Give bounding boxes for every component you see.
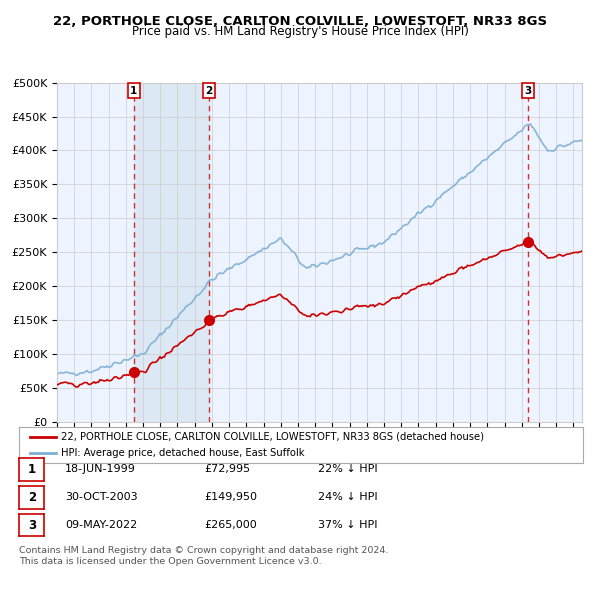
Text: 22% ↓ HPI: 22% ↓ HPI	[318, 464, 377, 474]
Text: £149,950: £149,950	[204, 492, 257, 502]
Text: 2: 2	[205, 86, 212, 96]
Text: 1: 1	[28, 463, 36, 476]
Text: This data is licensed under the Open Government Licence v3.0.: This data is licensed under the Open Gov…	[19, 557, 322, 566]
Text: HPI: Average price, detached house, East Suffolk: HPI: Average price, detached house, East…	[61, 448, 305, 458]
Text: £265,000: £265,000	[204, 520, 257, 529]
Bar	[134, 83, 209, 422]
Text: 24% ↓ HPI: 24% ↓ HPI	[318, 492, 377, 502]
Text: 22, PORTHOLE CLOSE, CARLTON COLVILLE, LOWESTOFT, NR33 8GS: 22, PORTHOLE CLOSE, CARLTON COLVILLE, LO…	[53, 15, 547, 28]
Text: Contains HM Land Registry data © Crown copyright and database right 2024.: Contains HM Land Registry data © Crown c…	[19, 546, 389, 555]
Text: 22, PORTHOLE CLOSE, CARLTON COLVILLE, LOWESTOFT, NR33 8GS (detached house): 22, PORTHOLE CLOSE, CARLTON COLVILLE, LO…	[61, 432, 485, 442]
Text: 18-JUN-1999: 18-JUN-1999	[65, 464, 136, 474]
Text: 09-MAY-2022: 09-MAY-2022	[65, 520, 137, 529]
Text: 3: 3	[524, 86, 532, 96]
Text: 37% ↓ HPI: 37% ↓ HPI	[318, 520, 377, 529]
Text: 3: 3	[28, 519, 36, 532]
Text: 2: 2	[28, 491, 36, 504]
Text: Price paid vs. HM Land Registry's House Price Index (HPI): Price paid vs. HM Land Registry's House …	[131, 25, 469, 38]
Text: £72,995: £72,995	[204, 464, 250, 474]
Text: 1: 1	[130, 86, 137, 96]
Text: 30-OCT-2003: 30-OCT-2003	[65, 492, 137, 502]
